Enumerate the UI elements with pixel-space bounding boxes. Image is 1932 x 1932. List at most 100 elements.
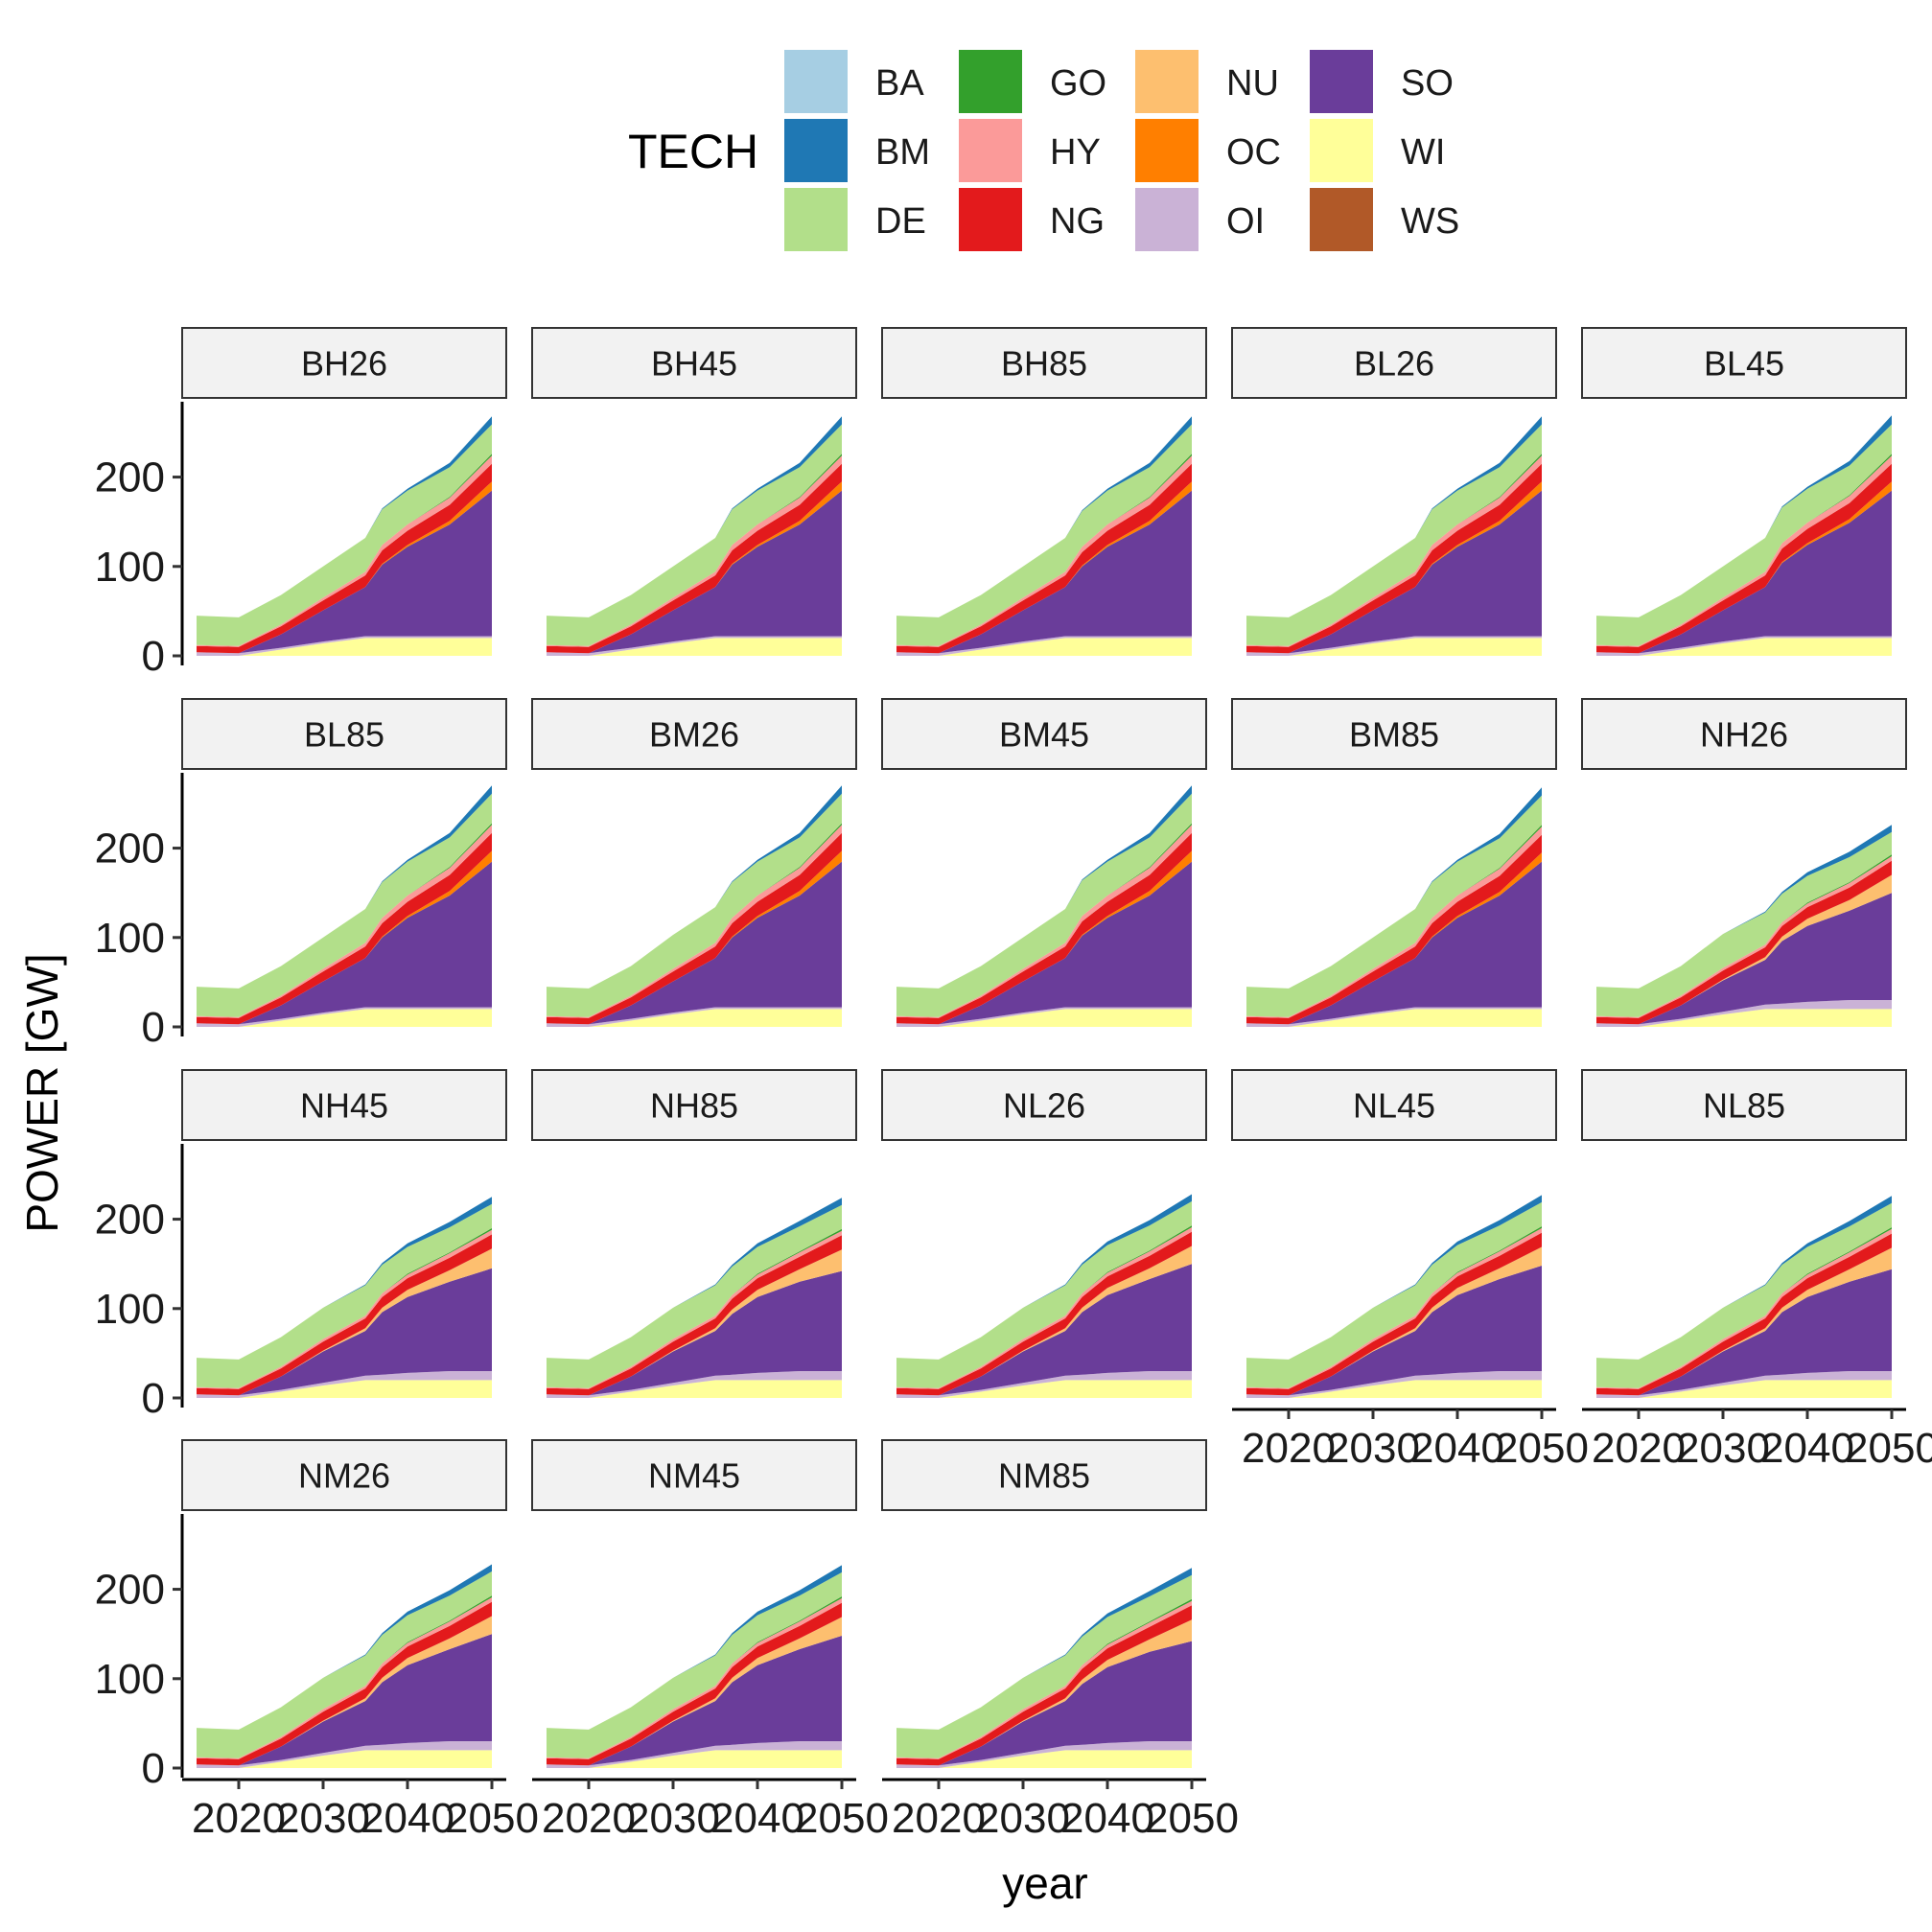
strip-nh45 <box>181 1069 507 1141</box>
legend-swatch-de <box>784 188 848 251</box>
strip-bl45 <box>1581 327 1907 399</box>
area-nm85-bm <box>896 1568 1192 1730</box>
area-nm85-hy <box>896 1600 1192 1759</box>
x-tick-label-nl85-2030: 2030 <box>1676 1425 1770 1472</box>
area-nm45-ng <box>547 1602 842 1766</box>
area-bl45-wi <box>1596 638 1892 656</box>
strip-nm85 <box>881 1439 1207 1511</box>
legend-title: TECH <box>628 125 758 178</box>
strip-label-bl85: BL85 <box>304 715 384 755</box>
area-nm45-oi <box>547 1741 842 1768</box>
area-bl45-so <box>1596 490 1892 654</box>
legend-item-ws: WS <box>1310 188 1459 251</box>
x-tick-label-nm85-2050: 2050 <box>1145 1795 1239 1842</box>
y-tick-label-bh26-0: 0 <box>142 633 165 680</box>
x-tick-label-nm45-2040: 2040 <box>710 1795 804 1842</box>
area-nl45-oi <box>1246 1371 1542 1398</box>
panel-nl26: NL26 <box>881 1069 1207 1398</box>
area-nm85-de <box>896 1574 1192 1758</box>
area-bh45-wi <box>547 638 842 656</box>
area-nl45-wi <box>1246 1380 1542 1398</box>
x-tick-label-nm85-2040: 2040 <box>1060 1795 1154 1842</box>
x-tick-label-nl45-2050: 2050 <box>1495 1425 1589 1472</box>
area-nm45-so <box>547 1636 842 1766</box>
legend-item-ng: NG <box>959 188 1105 251</box>
area-bl45-de <box>1596 424 1892 646</box>
area-nl85-so <box>1596 1269 1892 1396</box>
area-nm26-wi <box>197 1750 492 1768</box>
area-nl45-so <box>1246 1266 1542 1396</box>
legend-item-ba: BA <box>784 50 924 113</box>
area-bh85-oi <box>896 636 1192 656</box>
area-nh85-go <box>547 1228 842 1388</box>
area-bh85-wi <box>896 638 1192 656</box>
area-bh45-so <box>547 490 842 654</box>
area-nm45-go <box>547 1596 842 1758</box>
area-nh45-oi <box>197 1371 492 1398</box>
legend-label-de: DE <box>875 201 926 242</box>
legend-label-ba: BA <box>875 63 924 104</box>
area-nl26-wi <box>896 1380 1192 1398</box>
area-bl26-oi <box>1246 636 1542 656</box>
area-bh85-so <box>896 490 1192 654</box>
x-tick-label-nl45-2030: 2030 <box>1326 1425 1420 1472</box>
area-nl45-nu <box>1246 1246 1542 1396</box>
area-bm26-de <box>547 793 842 1017</box>
strip-label-nl85: NL85 <box>1703 1086 1785 1126</box>
area-nm26-so <box>197 1634 492 1766</box>
y-tick-label-bl85-0: 0 <box>142 1004 165 1051</box>
area-bm45-so <box>896 861 1192 1025</box>
area-bl26-so <box>1246 490 1542 654</box>
area-bm45-de <box>896 793 1192 1017</box>
x-tick-label-nm85-2020: 2020 <box>892 1795 986 1842</box>
area-nm45-nu <box>547 1617 842 1766</box>
y-tick-label-nm26-200: 200 <box>95 1567 165 1614</box>
legend-swatch-ba <box>784 50 848 113</box>
area-bl85-oi <box>197 1007 492 1027</box>
legend-label-oc: OC <box>1226 132 1281 173</box>
panel-bl26: BL26 <box>1231 327 1557 656</box>
legend-label-nu: NU <box>1226 63 1279 104</box>
area-bm85-wi <box>1246 1009 1542 1027</box>
x-tick-label-nl85-2040: 2040 <box>1760 1425 1854 1472</box>
legend-item-oc: OC <box>1135 119 1281 182</box>
legend-label-oi: OI <box>1226 201 1265 242</box>
panel-nh85: NH85 <box>531 1069 857 1398</box>
panel-bl85: BL85 0 100 200 <box>95 698 507 1051</box>
legend-label-bm: BM <box>875 132 930 173</box>
legend-label-ng: NG <box>1050 201 1105 242</box>
area-bl26-de <box>1246 424 1542 646</box>
area-bl26-wi <box>1246 638 1542 656</box>
strip-bl26 <box>1231 327 1557 399</box>
legend-swatch-ng <box>959 188 1022 251</box>
area-nm85-go <box>896 1598 1192 1758</box>
strip-label-nh85: NH85 <box>650 1086 738 1126</box>
area-nm45-wi <box>547 1750 842 1768</box>
area-nh26-oi <box>1596 1000 1892 1027</box>
legend-swatch-hy <box>959 119 1022 182</box>
area-nl26-de <box>896 1200 1192 1388</box>
strip-label-bl26: BL26 <box>1354 344 1434 384</box>
area-bm85-oi <box>1246 1007 1542 1027</box>
legend-label-so: SO <box>1401 63 1454 104</box>
area-bm26-so <box>547 861 842 1025</box>
area-bl85-de <box>197 793 492 1017</box>
area-bl45-oi <box>1596 636 1892 656</box>
area-nl26-ng <box>896 1231 1192 1396</box>
area-nm26-nu <box>197 1616 492 1766</box>
area-nm85-wi <box>896 1750 1192 1768</box>
legend-label-go: GO <box>1050 63 1106 104</box>
area-nm45-hy <box>547 1597 842 1759</box>
panel-bm45: BM45 <box>881 698 1207 1027</box>
x-tick-label-nm26-2020: 2020 <box>192 1795 286 1842</box>
y-tick-label-nh45-200: 200 <box>95 1197 165 1244</box>
y-axis-title: POWER [GW] <box>17 953 67 1232</box>
strip-label-nl45: NL45 <box>1353 1086 1435 1126</box>
strip-nm26 <box>181 1439 507 1511</box>
area-nh45-de <box>197 1203 492 1388</box>
area-nl45-hy <box>1246 1227 1542 1389</box>
strip-nl26 <box>881 1069 1207 1141</box>
area-nl26-oi <box>896 1371 1192 1398</box>
panel-bh26: BH26 0 100 200 <box>95 327 507 680</box>
